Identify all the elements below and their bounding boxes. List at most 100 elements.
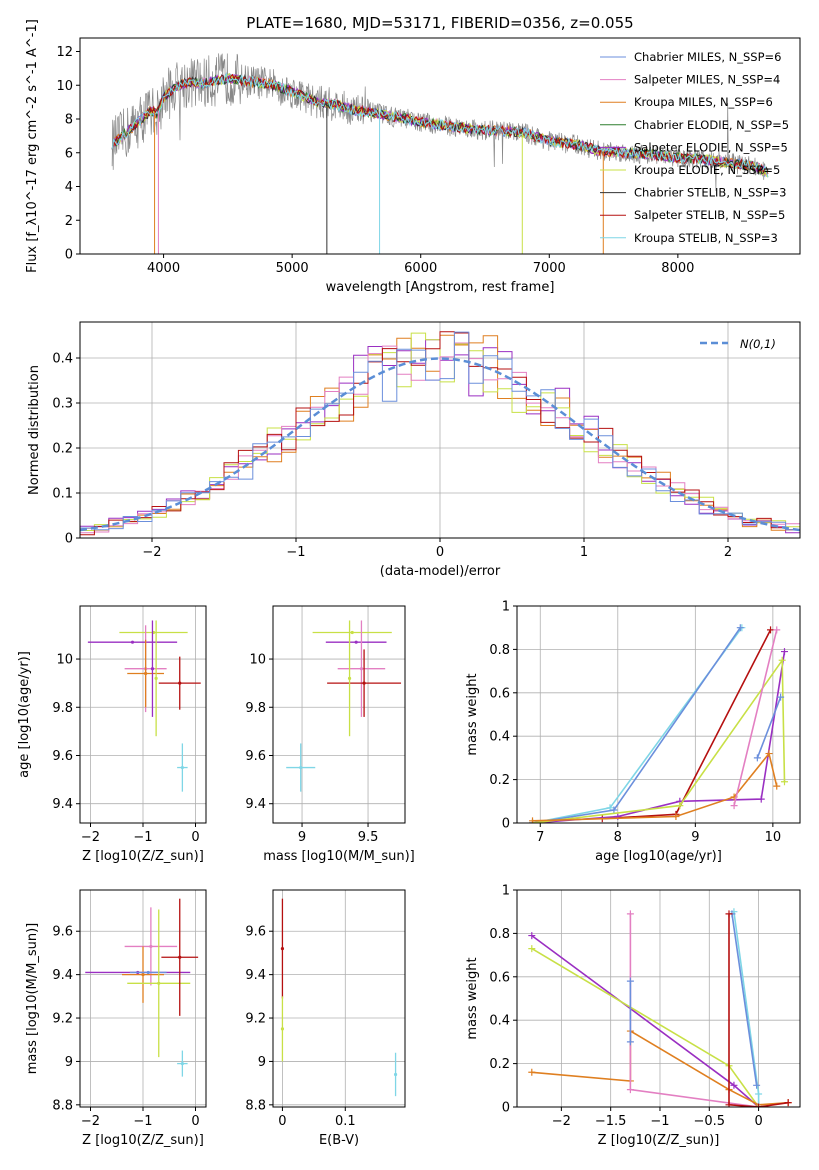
data-point [350,630,354,635]
weight-marker [780,648,788,656]
x-tick-label: 0 [436,545,444,560]
x-tick-label: 2 [724,545,732,560]
x-tick-label: 0 [191,1114,199,1129]
y-tick-label: 9 [258,1055,266,1070]
data-point [150,667,155,671]
weight-marker [725,910,733,918]
y-tick-label: 0.4 [52,352,73,367]
legend-label: Salpeter MILES, N_SSP=4 [634,73,780,87]
y-tick-label: 2 [65,214,73,229]
x-axis-label: E(B-V) [319,1133,359,1148]
axes-frame [79,37,801,255]
weight-marker [755,1090,763,1098]
legend-label: Chabrier STELIB, N_SSP=3 [634,186,786,200]
data-point [144,671,148,676]
y-axis-label: Flux [f_λ10^-17 erg cm^-2 s^-1 A^-1] [25,19,40,273]
weight-marker [730,1081,738,1089]
data-point [280,946,285,951]
y-axis-label: Normed distribution [27,365,42,495]
weight-line-kroupa_stelib [532,627,743,823]
weight-marker [528,945,536,953]
y-tick-label: 0.8 [489,643,510,658]
x-tick-label: 0 [754,1114,762,1129]
legend-label: N(0,1) [740,337,776,351]
x-tick-label: 10 [765,830,782,845]
plot-area [280,898,398,1097]
weight-marker [780,778,788,786]
panel-mass_age: 9 9.5 9.4 9.6 9.8 10 mass [log10(M/M_sun)] [245,605,415,864]
y-tick-label: 9.2 [245,1012,266,1027]
weight-marker [736,624,744,632]
y-tick-label: 9.6 [245,925,266,940]
x-axis-label: age [log10(age/yr)] [595,849,722,864]
x-axis-label: Z [log10(Z/Z_sun)] [598,1133,720,1148]
weight-line-kroupa_miles [532,751,778,822]
axes: −2 −1 0 8.8 9 9.2 9.4 9.6 Z [log10(Z/Z_sun)] mass… [25,889,207,1148]
legend-label: Kroupa STELIB, N_SSP=3 [634,231,778,245]
axes-frame [272,889,406,1108]
y-tick-label: 0.6 [489,970,510,985]
histogram-salpeter_stelib [80,331,800,536]
axes-frame [516,605,801,824]
y-tick-label: 1 [502,600,510,615]
normal-curve [80,357,800,532]
data-point [359,667,364,671]
weight-marker [773,782,781,790]
x-tick-label: −1.5 [595,1114,627,1129]
panel-z_age: −2 −1 0 9.4 9.6 9.8 10 Z [log10(Z/Z_sun)] age [l… [17,605,207,864]
weight-marker [773,626,781,634]
panel-age_mass_weight: 7 8 9 10 0 0.2 0.4 0.6 0.8 1 age [log10(age/yr)] ma… [465,600,801,864]
x-tick-label: 0 [278,1114,286,1129]
data-point [354,640,358,644]
data-point [149,944,153,949]
weight-line-salpeter_stelib [728,913,789,1107]
axes-frame [272,605,406,824]
x-tick-label: −0.5 [693,1114,725,1129]
data-point [130,640,135,644]
y-tick-label: 10 [56,79,73,94]
x-tick-label: −2 [81,830,100,845]
weight-marker [725,1101,733,1107]
weight-line-salpeter_miles [733,629,778,806]
x-tick-label: −1 [650,1114,669,1129]
weight-marker [529,817,537,823]
x-tick-label: −2 [81,1114,100,1129]
x-tick-label: −1 [133,1114,152,1129]
y-tick-label: 6 [65,146,73,161]
x-tick-label: −1 [286,545,305,560]
y-tick-label: 0 [502,1101,510,1116]
legend: N(0,1) [700,337,776,351]
axes: 4000 5000 6000 7000 8000 0 2 4 6 8 10 12 wavelength … [25,19,801,295]
panel-residuals: −2 −1 0 1 2 0 0.1 0.2 0.3 0.4 (data-model)/error No… [27,321,801,579]
data-point [347,676,352,680]
weight-marker [757,795,765,803]
data-point [146,970,150,975]
weight-marker [755,1103,763,1107]
y-tick-label: 0.8 [489,927,510,942]
weight-marker [626,910,634,918]
plot-area [87,620,201,792]
y-tick-label: 9.4 [245,968,266,983]
weight-marker [626,1086,634,1094]
data-point [157,981,161,985]
x-axis-label: Z [log10(Z/Z_sun)] [82,1133,204,1148]
data-point [180,765,184,770]
y-tick-label: 9.8 [52,701,73,716]
histogram-salpeter_miles [80,342,800,534]
y-tick-label: 9 [65,1055,73,1070]
x-axis-label: mass [log10(M/M_sun)] [263,849,415,864]
model-spectrum-kroupa_stelib [111,71,769,178]
y-tick-label: 0.4 [489,730,510,745]
legend-label: Kroupa MILES, N_SSP=6 [634,95,773,109]
data-point [178,681,182,685]
plot-area [85,898,199,1077]
y-tick-label: 0 [65,532,73,547]
data-point [362,681,366,685]
weight-marker [676,802,684,810]
x-tick-label: 9 [691,830,699,845]
y-tick-label: 0 [502,817,510,832]
axes: 7 8 9 10 0 0.2 0.4 0.6 0.8 1 age [log10(age/yr)] ma… [465,600,801,864]
y-tick-label: 0.2 [52,442,73,457]
weight-marker [610,806,618,814]
